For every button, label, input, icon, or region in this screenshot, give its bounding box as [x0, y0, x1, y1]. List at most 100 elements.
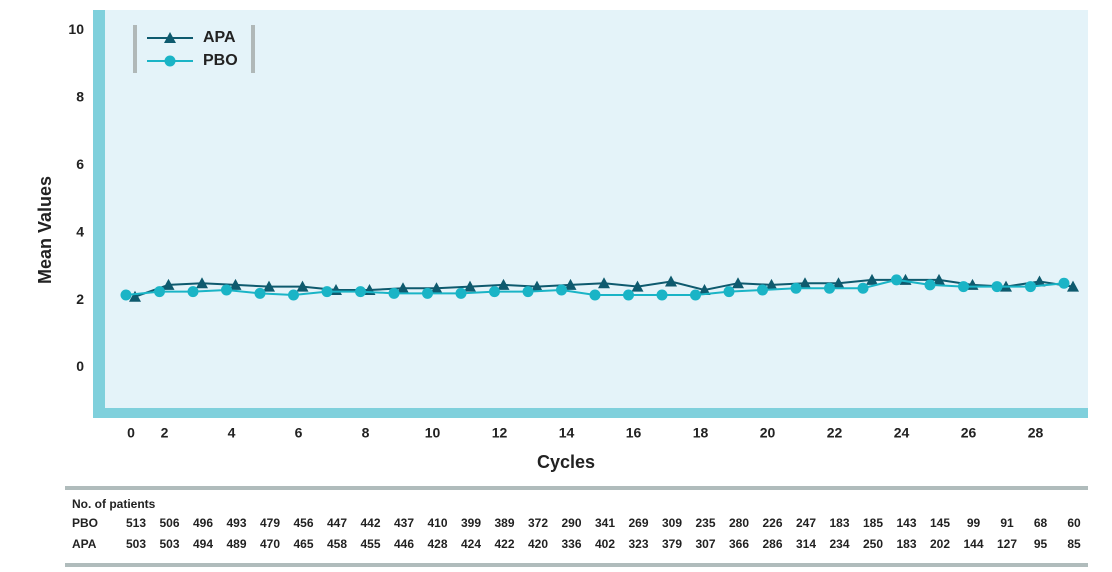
- data-point: [489, 286, 500, 298]
- data-point: [690, 289, 701, 301]
- data-point: [799, 277, 811, 289]
- x-axis-label: Cycles: [537, 452, 595, 472]
- data-point: [321, 286, 333, 298]
- table-cell: 183: [829, 516, 849, 530]
- table-cell: 99: [967, 516, 981, 530]
- data-point: [623, 289, 634, 301]
- data-point: [1025, 281, 1036, 293]
- data-point: [589, 289, 601, 301]
- x-tick-label: 16: [626, 425, 642, 441]
- data-point: [556, 284, 567, 296]
- data-point: [129, 290, 141, 302]
- data-point: [531, 280, 543, 292]
- table-cell: 446: [394, 537, 414, 551]
- data-point: [497, 278, 510, 290]
- data-point: [229, 278, 242, 290]
- table-cell: 85: [1067, 537, 1081, 551]
- x-tick-label: 24: [894, 425, 910, 441]
- table-row-label: APA: [72, 537, 97, 551]
- table-title: No. of patients: [72, 497, 156, 511]
- legend-label: PBO: [203, 52, 238, 69]
- table-cell: 336: [561, 537, 581, 551]
- table-cell: 309: [662, 516, 682, 530]
- data-point: [656, 289, 668, 301]
- table-cell: 286: [762, 537, 782, 551]
- data-point: [162, 278, 175, 290]
- data-point: [564, 278, 577, 290]
- data-point: [430, 282, 443, 294]
- legend-bar: [133, 25, 137, 73]
- x-tick-label: 10: [425, 425, 441, 441]
- table-cell: 144: [963, 537, 983, 551]
- plot-area: [105, 10, 1088, 408]
- x-tick-label: 18: [693, 425, 709, 441]
- y-tick-label: 8: [76, 88, 84, 104]
- table-cell: 489: [226, 537, 246, 551]
- x-tick-label: 28: [1028, 425, 1044, 441]
- data-point: [397, 282, 409, 294]
- table-cell: 366: [729, 537, 749, 551]
- table-cell: 442: [360, 516, 380, 530]
- y-tick-label: 2: [76, 291, 84, 307]
- table-cell: 341: [595, 516, 615, 530]
- data-point: [891, 274, 902, 286]
- table-cell: 226: [762, 516, 782, 530]
- legend-label: APA: [203, 29, 236, 46]
- y-tick-label: 4: [76, 223, 84, 239]
- data-point: [723, 286, 735, 298]
- y-tick-label: 6: [76, 156, 84, 172]
- table-cell: 447: [327, 516, 347, 530]
- table-cell: 402: [595, 537, 615, 551]
- data-point: [1067, 280, 1079, 292]
- y-tick-label: 0: [76, 358, 84, 374]
- data-point: [296, 280, 309, 292]
- table-cell: 143: [896, 516, 916, 530]
- data-point: [154, 286, 165, 298]
- data-point: [665, 275, 677, 287]
- table-cell: 202: [930, 537, 950, 551]
- table-cell: 307: [695, 537, 715, 551]
- table-cell: 183: [896, 537, 916, 551]
- table-cell: 399: [461, 516, 481, 530]
- table-cell: 269: [628, 516, 648, 530]
- legend-marker: [164, 55, 176, 67]
- table-cell: 428: [427, 537, 447, 551]
- x-tick-label: 8: [362, 425, 370, 441]
- data-point: [824, 282, 835, 294]
- table-rule: [65, 486, 1088, 490]
- x-tick-label: 2: [161, 425, 169, 441]
- x-tick-label: 6: [295, 425, 303, 441]
- table-row-label: PBO: [72, 516, 98, 530]
- table-cell: 513: [126, 516, 146, 530]
- x-tick-label: 22: [827, 425, 843, 441]
- table-cell: 496: [193, 516, 213, 530]
- data-point: [522, 286, 534, 298]
- table-cell: 479: [260, 516, 280, 530]
- x-tick-label: 26: [961, 425, 977, 441]
- data-point: [832, 277, 845, 289]
- data-point: [355, 286, 366, 298]
- table-cell: 420: [528, 537, 548, 551]
- table-cell: 455: [360, 537, 380, 551]
- data-point: [698, 283, 711, 295]
- table-cell: 372: [528, 516, 548, 530]
- data-point: [598, 277, 610, 289]
- table-cell: 506: [159, 516, 179, 530]
- x-tick-label: 4: [228, 425, 236, 441]
- table-cell: 437: [394, 516, 414, 530]
- legend-bar: [251, 25, 255, 73]
- table-cell: 247: [796, 516, 816, 530]
- table-cell: 493: [226, 516, 246, 530]
- data-point: [765, 278, 778, 290]
- data-point: [958, 281, 969, 293]
- table-cell: 424: [461, 537, 481, 551]
- table-cell: 280: [729, 516, 749, 530]
- y-axis-bar: [93, 10, 105, 418]
- data-point: [732, 277, 744, 289]
- table-cell: 234: [829, 537, 849, 551]
- table-cell: 456: [293, 516, 313, 530]
- legend-marker: [164, 32, 176, 43]
- data-point: [464, 280, 476, 292]
- data-point: [120, 289, 132, 301]
